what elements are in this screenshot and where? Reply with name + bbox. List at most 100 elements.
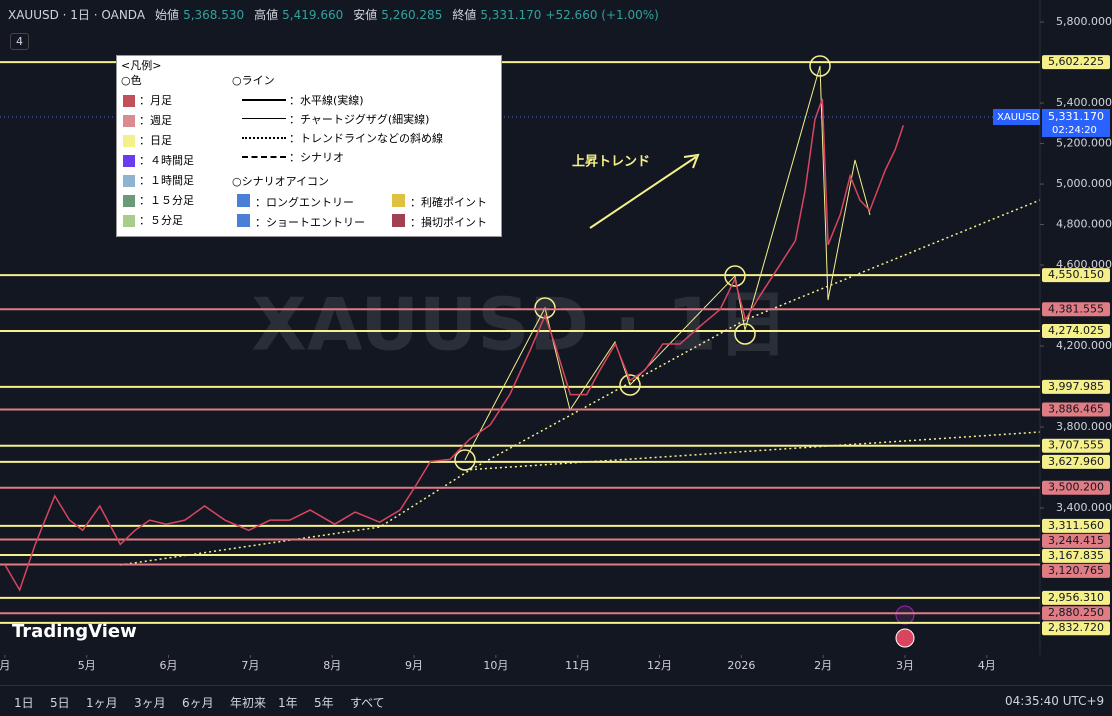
y-tick-label: 4,800.000 <box>1056 218 1112 231</box>
x-tick-label: 8月 <box>323 659 341 672</box>
range-button[interactable]: 1ヶ月 <box>86 696 118 710</box>
value: 5,419.660 <box>282 7 344 22</box>
icon <box>392 214 405 227</box>
level-label-bg <box>1042 590 1110 605</box>
legend-label: ：損切ポイント <box>410 216 487 229</box>
y-tick-label: 5,000.000 <box>1056 177 1112 190</box>
legend-heading: ○ライン <box>232 74 275 87</box>
legend-row: ：１時間足 <box>123 172 194 188</box>
circle-icon <box>734 323 756 345</box>
circle-icon <box>619 374 641 396</box>
level-label: 2,956.310 <box>1048 591 1104 604</box>
swatch <box>123 215 135 227</box>
range-button[interactable]: すべて <box>350 696 385 710</box>
level-label: 5,602.225 <box>1048 55 1104 68</box>
x-tick-label: 4月 <box>978 659 996 672</box>
clock: 04:35:40 UTC+9 <box>1005 694 1105 708</box>
legend-label: ：１５分足 <box>139 194 194 207</box>
level-label-bg <box>1042 402 1110 417</box>
logo: TradingView <box>12 621 137 642</box>
level-label: 3,120.765 <box>1048 564 1104 577</box>
x-tick-label: 2月 <box>814 659 832 672</box>
x-tick-label: 7月 <box>241 659 259 672</box>
price-tag-symbol: XAUUSD <box>997 112 1040 123</box>
icon <box>237 194 250 207</box>
symbol[interactable]: XAUUSD · 1日 · OANDA <box>8 8 146 22</box>
level-label: 3,500.200 <box>1048 481 1104 494</box>
x-tick-label: 6月 <box>160 659 178 672</box>
swatch <box>123 195 135 207</box>
icon <box>237 214 250 227</box>
range-button[interactable]: 1年 <box>278 696 298 710</box>
legend-row: ：日足 <box>123 132 172 148</box>
countdown: 02:24:20 <box>1052 125 1097 136</box>
range-button[interactable]: 5日 <box>50 696 70 710</box>
label: 終値 <box>452 8 477 22</box>
y-tick-label: 5,400.000 <box>1056 96 1112 109</box>
legend-row: ：５分足 <box>123 212 183 228</box>
range-button[interactable]: 6ヶ月 <box>182 696 214 710</box>
line-sample <box>242 137 286 139</box>
level-label-bg <box>1042 563 1110 578</box>
range-button[interactable]: 5年 <box>314 696 334 710</box>
level-label-bg <box>1042 302 1110 317</box>
annotation-text: 上昇トレンド <box>572 155 650 170</box>
price-tag-bg <box>993 108 1040 125</box>
y-tick-label: 3,800.000 <box>1056 420 1112 433</box>
level-label: 3,707.555 <box>1048 439 1104 452</box>
level-label: 3,997.985 <box>1048 380 1104 393</box>
legend-label: ：月足 <box>139 94 172 107</box>
circle-icon <box>454 449 476 471</box>
level-label-bg <box>1042 606 1110 621</box>
x-tick-label: 12月 <box>647 659 672 672</box>
swatch <box>123 155 135 167</box>
level-label-bg <box>1042 548 1110 563</box>
level-label: 3,244.415 <box>1048 534 1104 547</box>
level-label: 3,167.835 <box>1048 549 1104 562</box>
y-tick-label: 5,200.000 <box>1056 137 1112 150</box>
x-tick-label: 10月 <box>483 659 508 672</box>
legend-label: ：トレンドラインなどの斜め線 <box>289 132 443 145</box>
legend-row: ：１５分足 <box>123 192 194 208</box>
range-button[interactable]: 年初来 <box>230 696 267 710</box>
legend-label: ：水平線(実線) <box>289 94 364 107</box>
level-label-bg <box>1042 379 1110 394</box>
change: +52.660 (+1.00%) <box>545 7 659 22</box>
line-sample <box>242 99 286 101</box>
legend-row: ：４時間足 <box>123 152 194 168</box>
swatch <box>123 115 135 127</box>
value: 5,260.285 <box>381 7 443 22</box>
legend-row: ：月足 <box>123 92 172 108</box>
line-sample <box>242 118 286 119</box>
legend-heading: ○色 <box>121 74 142 87</box>
x-tick-label: 11月 <box>565 659 590 672</box>
range-button[interactable]: 1日 <box>14 696 34 710</box>
trendline <box>464 431 1041 471</box>
legend-label: ：ロングエントリー <box>255 196 354 209</box>
label: 始値 <box>155 8 180 22</box>
level-label-bg <box>1042 480 1110 495</box>
circle-icon <box>809 55 831 77</box>
x-tick-label: 3月 <box>896 659 914 672</box>
level-label-bg <box>1042 454 1110 469</box>
level-label: 4,381.555 <box>1048 302 1104 315</box>
event-icon <box>895 605 915 625</box>
indicator-count[interactable]: 4 <box>10 33 29 50</box>
line-sample <box>242 156 286 158</box>
legend-label: ：１時間足 <box>139 174 194 187</box>
level-label: 3,311.560 <box>1048 519 1104 532</box>
level-label-bg <box>1042 55 1110 70</box>
arrow <box>589 156 697 229</box>
range-button[interactable]: 3ヶ月 <box>134 696 166 710</box>
x-tick-label: 9月 <box>405 659 423 672</box>
legend-heading: ○シナリオアイコン <box>232 175 330 188</box>
value: 5,368.530 <box>183 7 245 22</box>
swatch <box>123 95 135 107</box>
icon <box>392 194 405 207</box>
header: XAUUSD · 1日 · OANDA 始値 5,368.530 高値 5,419.… <box>8 6 659 23</box>
label: 安値 <box>353 8 378 22</box>
price-tag-bg <box>1042 108 1110 137</box>
legend-label: ：５分足 <box>139 214 183 227</box>
trendline <box>119 199 1041 566</box>
